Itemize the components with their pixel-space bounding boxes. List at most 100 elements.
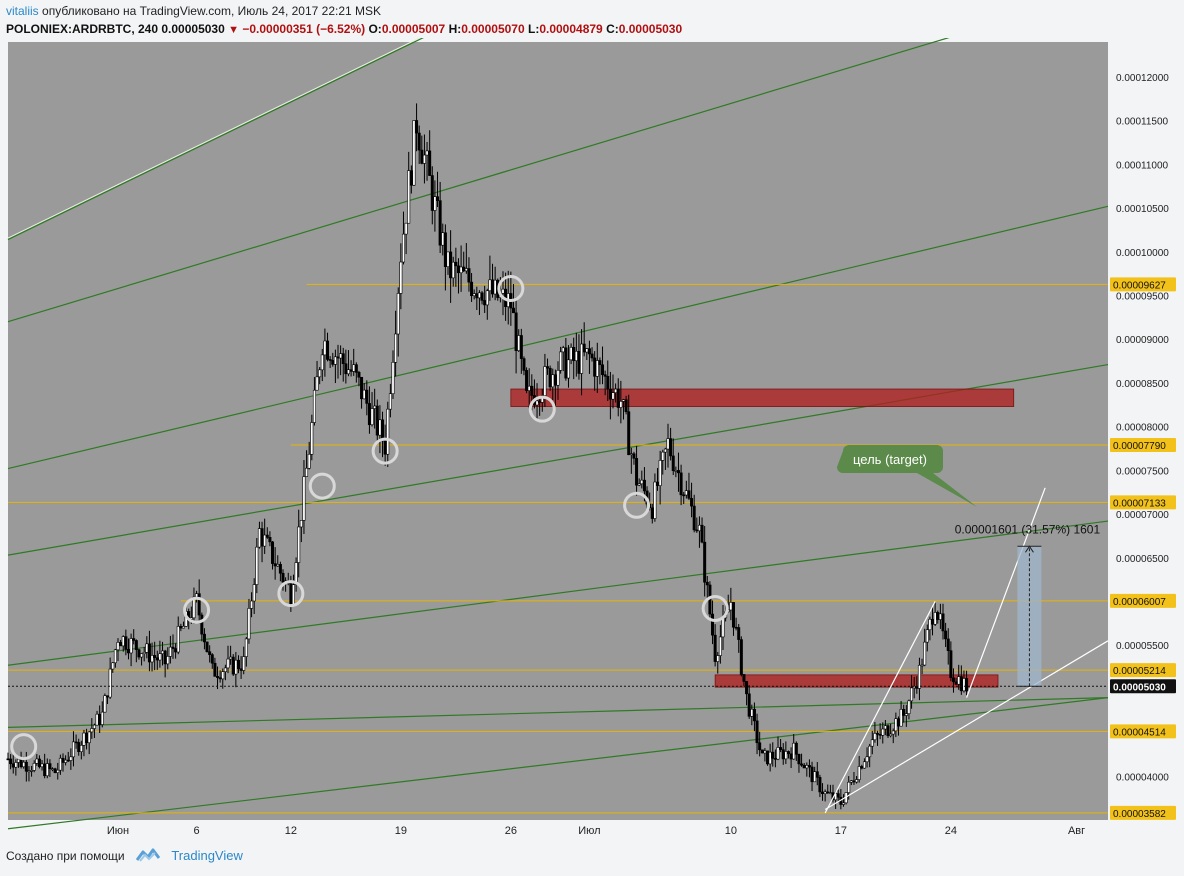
trend-line-1[interactable] [824,640,1109,811]
candle-body [425,150,429,156]
candle-body [210,654,214,664]
tradingview-logo-icon[interactable] [135,848,161,865]
candle-body [716,655,720,662]
candle-body [14,762,18,768]
candle-body [621,399,625,402]
candle-body [663,448,667,453]
high-label: H: [448,22,462,36]
candle-body [703,541,707,583]
target-callout[interactable] [837,445,977,507]
level-tag-6[interactable] [1110,805,1176,820]
chart-area[interactable]: 0.00001601 (31.57%) 1601 цель (target) 0.0… [0,0,1184,849]
candle-body [64,759,68,763]
touch-circle-5[interactable] [497,275,525,303]
current-price-tag[interactable] [1110,679,1176,694]
candle-body [108,668,112,698]
level-tag-3[interactable] [1110,593,1176,608]
candle-body [339,353,343,359]
candle-body [776,747,780,760]
y-tick-label: 0.00007500 [1116,466,1169,477]
author-link[interactable]: vitaliis [6,4,39,18]
low-value: 0.00004879 [539,22,603,36]
candle-body [268,537,272,543]
channel-line-5[interactable] [7,697,1109,728]
candle-body [404,222,408,235]
candle-body [174,648,178,653]
level-tag-5[interactable] [1110,724,1176,739]
y-tick-label: 0.00008000 [1116,423,1169,434]
candle-body [517,335,521,351]
candle-body [965,678,969,692]
candle-body [399,261,403,294]
touch-circle-7[interactable] [623,491,651,519]
candle-body [810,766,814,783]
touch-circle-3[interactable] [308,472,336,500]
trend-line-0[interactable] [824,601,936,814]
candle-body [661,451,665,461]
channel-line-4[interactable] [7,520,1109,666]
candle-body [818,777,822,793]
touch-circle-0[interactable] [10,733,38,761]
candle-body [959,676,963,692]
candle-body [362,389,366,400]
candle-body [601,364,605,376]
candle-body [606,376,610,390]
current-price-label: 0.00005030 [1113,682,1166,693]
candle-body [847,781,851,793]
candle-body [443,232,447,267]
tradingview-brand-link[interactable]: TradingView [171,848,243,863]
candle-body [367,403,371,426]
candle-body [899,709,903,727]
touch-circle-6[interactable] [528,395,556,423]
touch-circle-2[interactable] [277,580,305,608]
candle-body [771,751,775,759]
level-tag-1[interactable] [1110,437,1176,452]
plot-background[interactable] [8,42,1108,820]
candle-body [126,649,130,654]
candle-body [962,678,966,692]
candle-body [310,422,314,455]
touch-circle-1[interactable] [183,596,211,624]
level-tag-label: 0.00007133 [1113,498,1166,509]
level-tag-label: 0.00009627 [1113,280,1166,291]
candle-body [98,713,102,725]
candle-body [587,348,591,355]
channel-line-2[interactable] [7,205,1109,470]
candle-body [375,405,379,436]
x-tick-label: 12 [285,825,297,837]
time-axis[interactable] [8,820,1108,844]
channel-line-1[interactable] [7,0,1108,323]
candle-body [111,662,115,670]
candle-body [202,633,206,643]
candle-body [420,149,424,164]
touch-circle-8[interactable] [701,594,729,622]
channel-line-0[interactable] [7,32,433,241]
candle-body [941,613,945,632]
down-triangle-icon: ▼ [228,24,240,36]
touch-circle-4[interactable] [371,437,399,465]
candle-body [412,120,416,186]
candle-body [849,780,853,783]
candle-body [745,681,749,695]
candle-body [731,602,735,628]
candle-body [718,636,722,656]
candle-body [525,370,529,391]
trend-line-2[interactable] [966,487,1046,698]
candle-body [687,490,691,499]
candles[interactable] [6,103,969,810]
level-tag-0[interactable] [1110,277,1176,292]
channel-line-6[interactable] [7,697,1109,830]
candle-body [357,372,361,378]
level-tag-4[interactable] [1110,663,1176,678]
price-chart[interactable]: 0.00001601 (31.57%) 1601 цель (target) 0.0… [0,0,1184,844]
candle-body [784,751,788,760]
candle-body [475,293,479,299]
symbol-label: POLONIEX:ARDRBTC, 240 [6,22,159,36]
candle-body [946,638,950,651]
level-tag-2[interactable] [1110,495,1176,510]
resistance-zone-0[interactable] [510,388,1015,407]
candle-body [904,713,908,716]
candle-body [540,395,544,403]
resistance-zone-1[interactable] [714,674,999,688]
candle-body [213,662,217,677]
